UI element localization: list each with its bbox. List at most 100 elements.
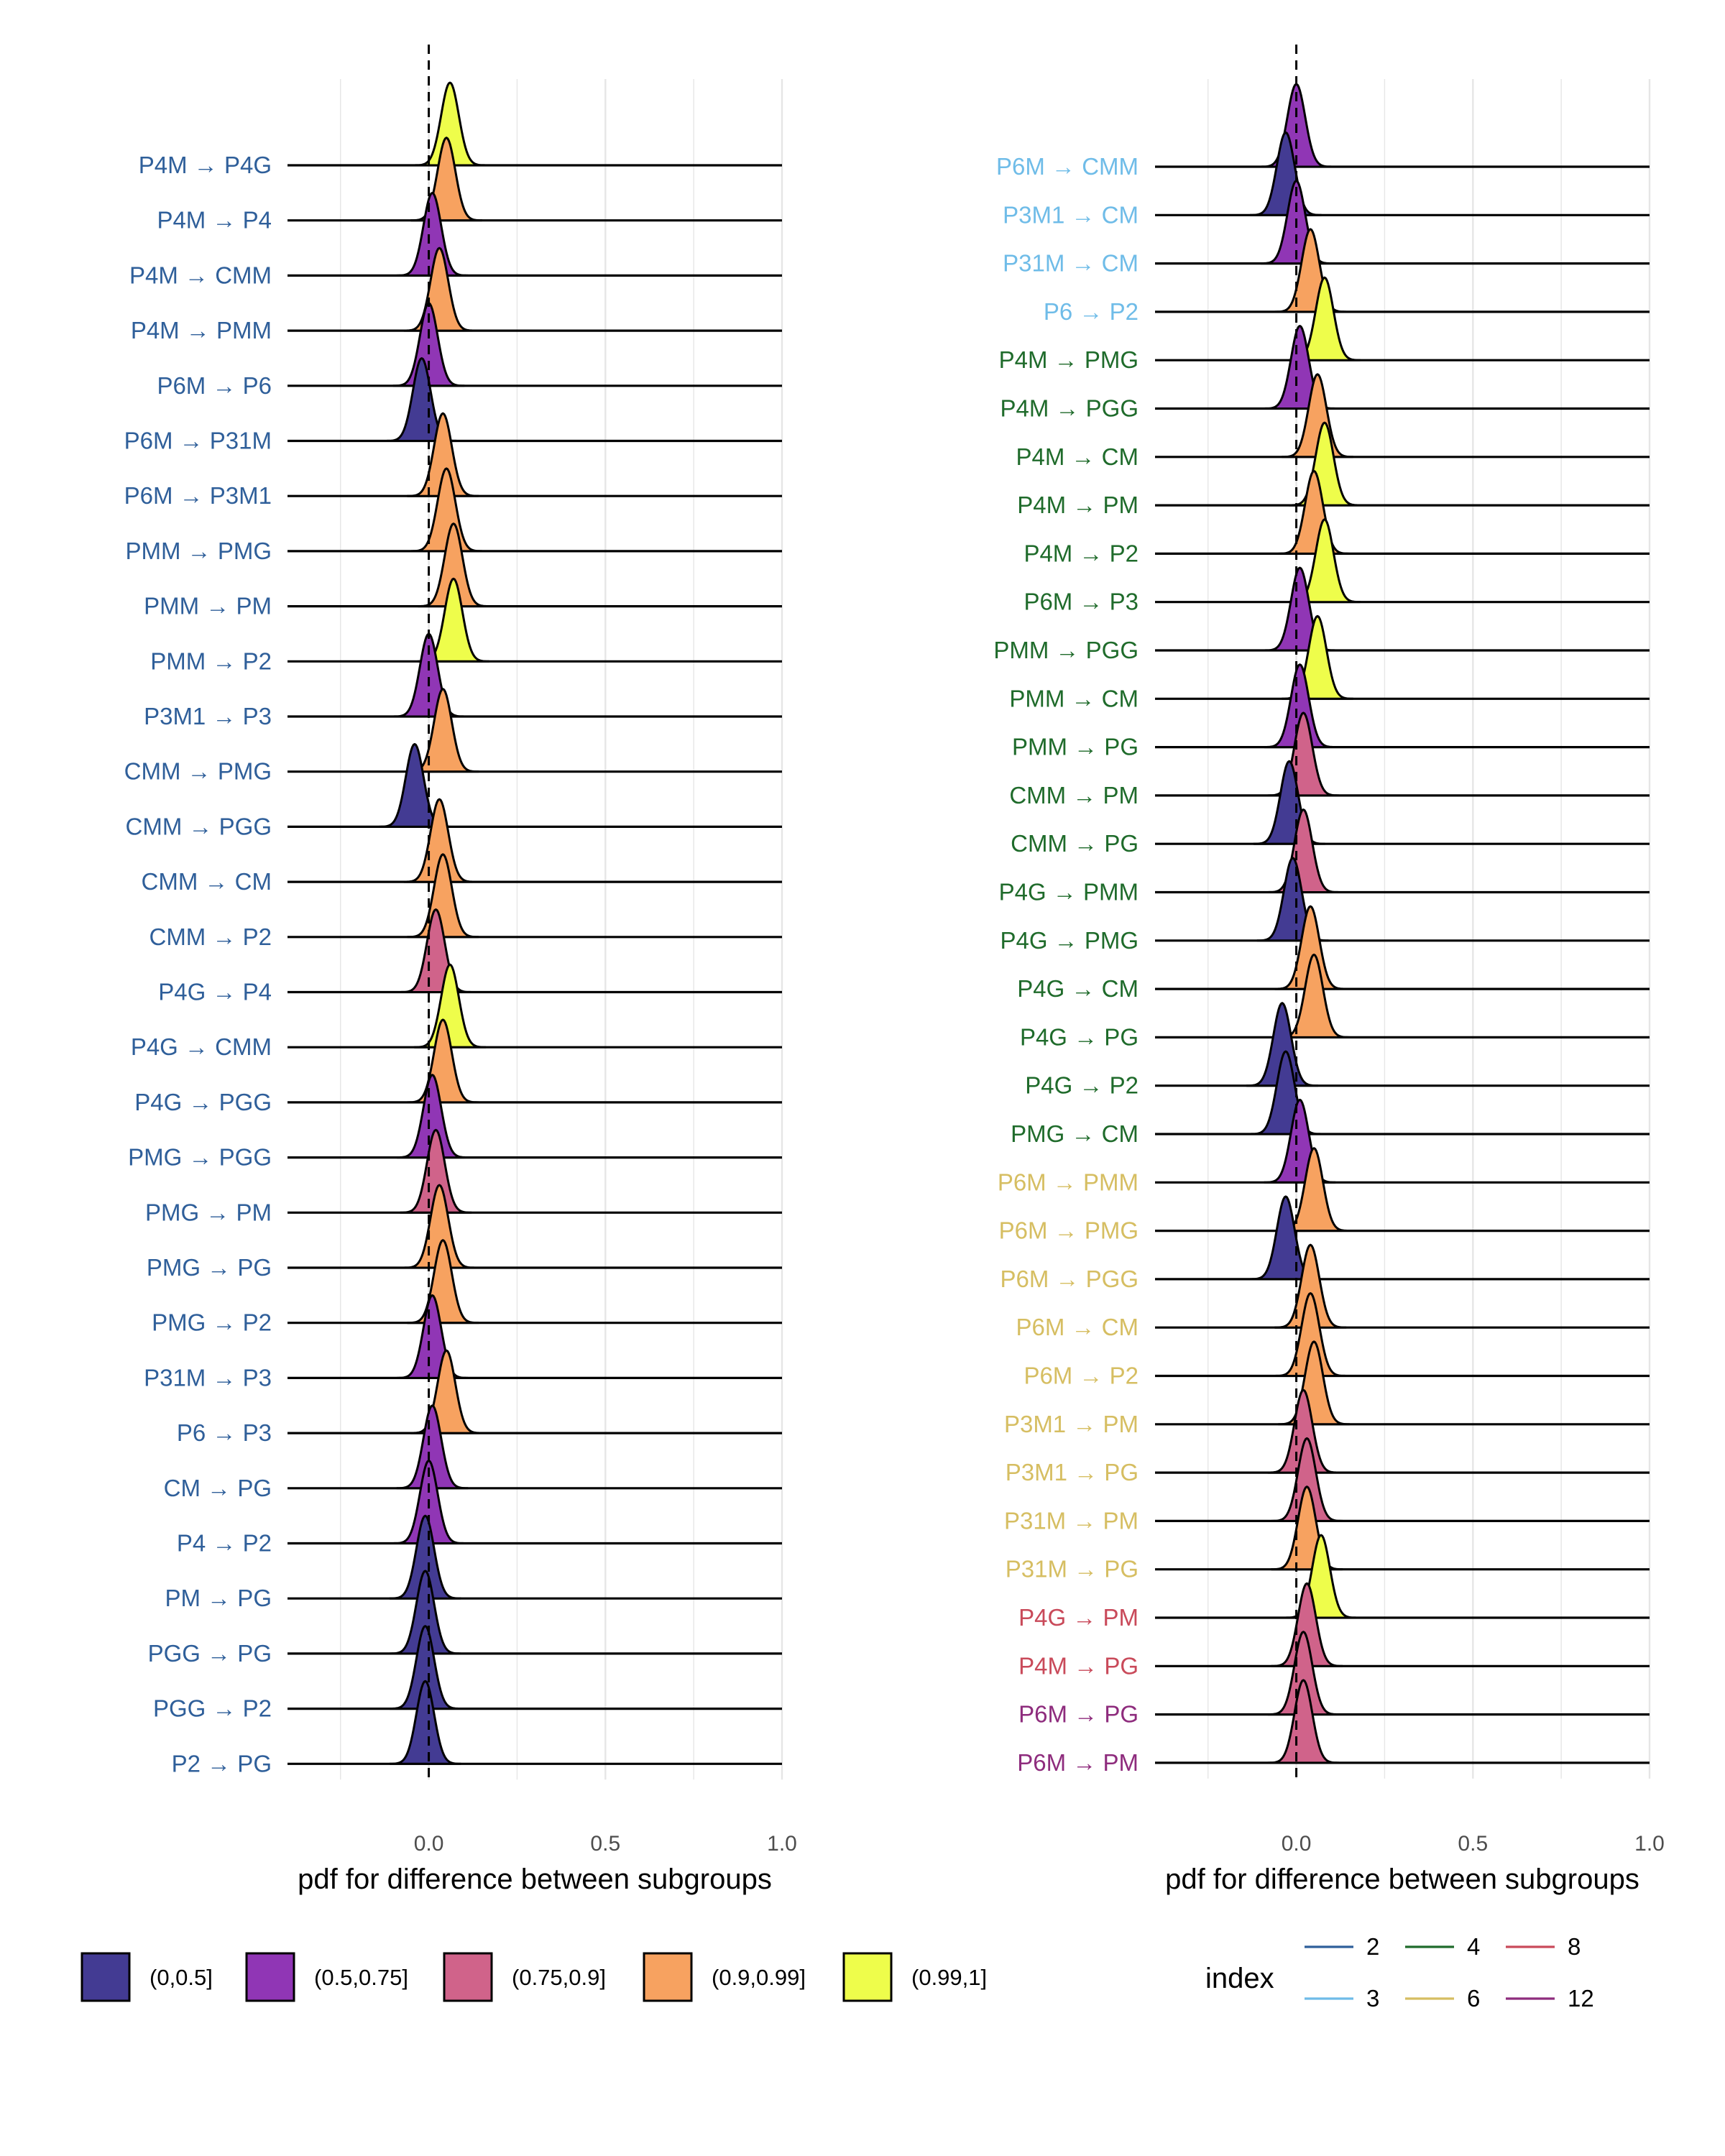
row-label: P6 → P2 — [1044, 298, 1138, 325]
density-ridge — [1249, 131, 1322, 216]
ridge-row: CMM → PG — [1011, 760, 1650, 857]
row-label: P4 → P2 — [177, 1530, 272, 1557]
density-ridge — [1274, 1243, 1347, 1329]
row-label: P3M1 → PM — [1004, 1411, 1138, 1437]
ridge-row: P4G → CMM — [131, 963, 782, 1060]
legend-label: (0.99,1] — [911, 1965, 987, 1990]
row-label: P6M → P6 — [157, 372, 272, 399]
ridge-row: CMM → P2 — [149, 853, 782, 950]
x-tick-label: 0.5 — [1458, 1832, 1488, 1856]
row-label: CM → PG — [164, 1475, 272, 1501]
legend-fill-item: (0.5,0.75] — [245, 1952, 408, 2002]
legend-label: (0,0.5] — [150, 1965, 213, 1990]
density-ridge — [410, 1349, 483, 1434]
legend-swatch — [643, 1952, 693, 2002]
density-ridge — [413, 81, 487, 167]
row-label: P6M → PMM — [998, 1169, 1138, 1195]
row-label: P4M → P4 — [157, 207, 272, 234]
row-label: P6M → P31M — [124, 428, 272, 454]
x-tick-label: 0.5 — [590, 1832, 620, 1856]
ridge-row: P3M1 → PG — [1006, 1388, 1650, 1485]
legend-swatch — [842, 1952, 893, 2002]
density-ridge — [399, 908, 473, 993]
index-legend-item: 12 — [1506, 1985, 1594, 2012]
row-label: PMM → CM — [1009, 685, 1138, 711]
row-label: P4G → PMG — [1000, 927, 1138, 954]
ridge-row: P4G → PMM — [999, 808, 1650, 906]
row-label: PMM → PG — [1012, 734, 1138, 760]
row-label: PMG → PM — [145, 1199, 272, 1225]
row-label: P3M1 → PG — [1006, 1459, 1138, 1485]
density-ridge — [1266, 1631, 1340, 1716]
ridge-row: P6M → PGG — [1000, 1195, 1650, 1292]
x-tick-label: 1.0 — [767, 1832, 797, 1856]
ridge-row: PMG → PM — [145, 1128, 782, 1225]
row-label: PMM → PM — [144, 593, 272, 619]
row-label: P6M → CM — [1016, 1314, 1138, 1340]
ridge-row: P6M → CM — [1016, 1243, 1650, 1340]
ridge-row: P4G → P2 — [1025, 1002, 1650, 1099]
ridge-row: P6M → P3 — [1024, 518, 1650, 615]
ridge-row: PMG → CM — [1011, 1050, 1650, 1147]
ridge-row: P4M → CMM — [129, 191, 782, 288]
density-ridge — [1253, 760, 1326, 845]
ridge-row: PGG → PG — [148, 1570, 782, 1667]
row-label: P4G → PMM — [999, 879, 1138, 906]
ridge-row: P4M → PMM — [131, 247, 782, 344]
ridge-row: PMM → PMG — [126, 467, 782, 564]
row-label: P6M → PM — [1017, 1749, 1138, 1776]
ridge-row: P2 → PG — [172, 1680, 782, 1777]
legend-fill-item: (0.99,1] — [842, 1952, 987, 2002]
row-label: P4M → PM — [1017, 492, 1138, 518]
row-label: P2 → PG — [172, 1750, 272, 1777]
ridge-row: PMM → PGG — [993, 566, 1650, 663]
ridge-row: P6M → PM — [1017, 1679, 1650, 1776]
row-label: P3M1 → P3 — [144, 703, 272, 729]
row-label: CMM → PGG — [126, 813, 272, 839]
row-label: PMG → PGG — [128, 1144, 272, 1171]
row-label: P31M → PG — [1006, 1556, 1138, 1583]
ridge-row: P31M → PM — [1004, 1437, 1650, 1534]
ridge-row: PMM → CM — [1009, 614, 1650, 711]
ridge-row: CM → PG — [164, 1404, 782, 1501]
row-label: CMM → PG — [1011, 830, 1138, 857]
row-label: P6M → P3 — [1024, 589, 1138, 615]
ridge-row: CMM → PMG — [124, 688, 782, 785]
row-label: P4G → P2 — [1025, 1072, 1138, 1099]
row-label: P4M → PMM — [131, 317, 272, 344]
ridge-row: P6M → P31M — [124, 357, 782, 454]
ridge-row: P4G → PMG — [1000, 857, 1650, 954]
legend-swatch — [443, 1952, 493, 2002]
index-legend-title: index — [1205, 1963, 1274, 1994]
row-label: P31M → CM — [1003, 250, 1138, 277]
row-label: PMM → PMG — [126, 538, 272, 564]
ridge-row: PMG → PG — [147, 1184, 782, 1281]
x-tick-label: 1.0 — [1634, 1832, 1665, 1856]
ridge-row: CMM → PM — [1009, 711, 1650, 808]
ridge-row: P31M → CM — [1003, 180, 1650, 277]
index-legend: index 2 3 4 6 8 12 — [1205, 1933, 1594, 2012]
ridge-row: P6M → CMM — [996, 83, 1650, 180]
density-ridge — [406, 412, 479, 497]
density-ridge — [389, 1514, 462, 1600]
ridge-row: P3M1 → CM — [1003, 131, 1650, 228]
index-legend-label: 4 — [1467, 1933, 1480, 1960]
ridge-row: PMM → PM — [144, 522, 782, 619]
row-label: PMG → CM — [1011, 1120, 1138, 1147]
ridge-row: P6M → PMG — [999, 1147, 1650, 1244]
density-ridge — [406, 853, 479, 939]
legend-label: (0.9,0.99] — [712, 1965, 806, 1990]
row-label: P6M → PGG — [1000, 1266, 1138, 1292]
ridge-row: P4M → P4 — [157, 137, 782, 234]
density-ridge — [395, 1294, 469, 1379]
density-ridge — [410, 137, 483, 222]
index-legend-label: 2 — [1366, 1933, 1379, 1960]
probability-legend: (0,0.5] (0.5,0.75] (0.75,0.9] (0.9,0.99] (0.… — [80, 1952, 987, 2002]
index-legend-label: 8 — [1568, 1933, 1581, 1960]
density-ridge — [389, 1570, 462, 1655]
row-label: PMG → P2 — [152, 1309, 272, 1336]
legend-fill-item: (0.9,0.99] — [643, 1952, 806, 2002]
row-label: P6M → P2 — [1024, 1363, 1138, 1389]
density-ridge — [389, 1680, 462, 1765]
